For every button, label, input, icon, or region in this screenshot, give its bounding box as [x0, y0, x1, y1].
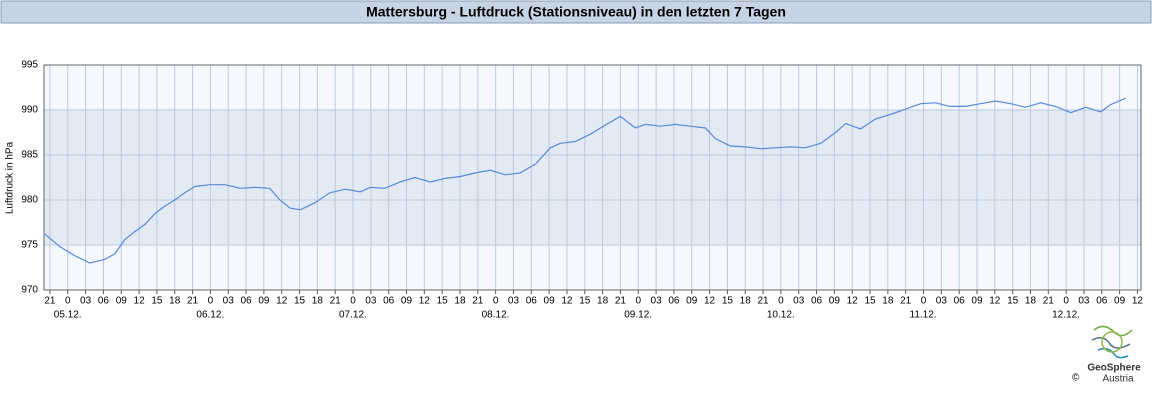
x-tick-label: 03: [1078, 296, 1090, 307]
x-tick-label: 12: [561, 296, 573, 307]
date-label: 07.12.: [339, 310, 367, 321]
copyright: ©: [1072, 373, 1080, 384]
title-bar: [0, 0, 1152, 24]
x-tick-label: 0: [635, 296, 641, 307]
date-label: 10.12.: [767, 310, 795, 321]
x-tick-label: 03: [223, 296, 235, 307]
x-tick-label: 21: [472, 296, 484, 307]
x-tick-label: 09: [686, 296, 698, 307]
x-tick-label: 09: [401, 296, 413, 307]
x-tick-label: 0: [778, 296, 784, 307]
x-tick-label: 21: [187, 296, 199, 307]
x-tick-label: 09: [829, 296, 841, 307]
x-tick-label: 06: [383, 296, 395, 307]
x-tick-label: 18: [169, 296, 181, 307]
x-tick-label: 15: [1007, 296, 1019, 307]
date-label: 09.12.: [624, 310, 652, 321]
x-tick-label: 18: [597, 296, 609, 307]
logo: GeoSphere © Austria: [1072, 325, 1141, 385]
y-tick-label: 970: [21, 285, 38, 296]
y-tick-label: 990: [21, 105, 38, 116]
y-tick-label: 980: [21, 195, 38, 206]
x-tick-label: 09: [258, 296, 270, 307]
x-tick-label: 21: [1043, 296, 1055, 307]
x-tick-label: 12: [276, 296, 288, 307]
x-tick-label: 09: [1114, 296, 1126, 307]
date-label: 11.12.: [910, 310, 937, 321]
date-label: 06.12.: [196, 310, 224, 321]
chart-title: Mattersburg - Luftdruck (Stationsniveau)…: [366, 4, 786, 20]
x-tick-label: 21: [330, 296, 342, 307]
x-tick-label: 21: [900, 296, 912, 307]
x-tick-label: 03: [365, 296, 377, 307]
x-tick-label: 12: [847, 296, 859, 307]
x-tick-label: 15: [437, 296, 449, 307]
y-tick-label: 975: [21, 240, 38, 251]
x-tick-label: 18: [312, 296, 324, 307]
x-tick-label: 09: [116, 296, 128, 307]
line: [43, 97, 1126, 264]
x-tick-label: 15: [151, 296, 163, 307]
date-label: 05.12.: [54, 310, 82, 321]
logo-name: GeoSphere: [1087, 363, 1141, 374]
x-tick-label: 09: [971, 296, 983, 307]
y-axis-label: Luftdruck in hPa: [5, 141, 16, 214]
x-tick-label: 0: [208, 296, 214, 307]
x-tick-label: 03: [651, 296, 663, 307]
x-tick-label: 06: [811, 296, 823, 307]
band: [44, 155, 1141, 200]
x-tick-label: 12: [134, 296, 146, 307]
y-tick-label: 985: [21, 150, 38, 161]
logo-sub: Austria: [1102, 374, 1134, 385]
x-tick-label: 18: [1025, 296, 1037, 307]
x-tick-label: 06: [240, 296, 252, 307]
x-tick-label: 18: [882, 296, 894, 307]
x-tick-label: 06: [98, 296, 110, 307]
date-label: 08.12.: [482, 310, 510, 321]
x-tick-label: 12: [989, 296, 1001, 307]
x-tick-label: 21: [757, 296, 769, 307]
band: [44, 200, 1141, 245]
x-tick-label: 06: [1096, 296, 1108, 307]
x-tick-label: 12: [704, 296, 716, 307]
x-tick-label: 03: [793, 296, 805, 307]
plot-border: [43, 64, 1142, 291]
x-tick-label: 0: [350, 296, 356, 307]
x-tick-label: 12: [419, 296, 431, 307]
date-label: 12.12.: [1052, 310, 1080, 321]
x-tick-label: 21: [615, 296, 627, 307]
x-tick-label: 12: [1132, 296, 1144, 307]
x-tick-label: 18: [740, 296, 752, 307]
x-tick-label: 03: [80, 296, 92, 307]
x-tick-label: 15: [294, 296, 306, 307]
x-tick-label: 03: [936, 296, 948, 307]
x-tick-label: 18: [454, 296, 466, 307]
x-tick-label: 03: [508, 296, 520, 307]
x-tick-label: 0: [493, 296, 499, 307]
x-tick-label: 06: [668, 296, 680, 307]
x-tick-label: 0: [1063, 296, 1069, 307]
x-tick-label: 15: [864, 296, 876, 307]
x-tick-label: 0: [921, 296, 927, 307]
x-tick-label: 0: [65, 296, 71, 307]
x-tick-label: 06: [954, 296, 966, 307]
x-tick-label: 15: [579, 296, 591, 307]
x-tick-label: 21: [44, 296, 56, 307]
x-tick-label: 06: [526, 296, 538, 307]
y-tick-label: 995: [21, 60, 38, 71]
x-tick-label: 15: [722, 296, 734, 307]
x-tick-label: 09: [544, 296, 556, 307]
